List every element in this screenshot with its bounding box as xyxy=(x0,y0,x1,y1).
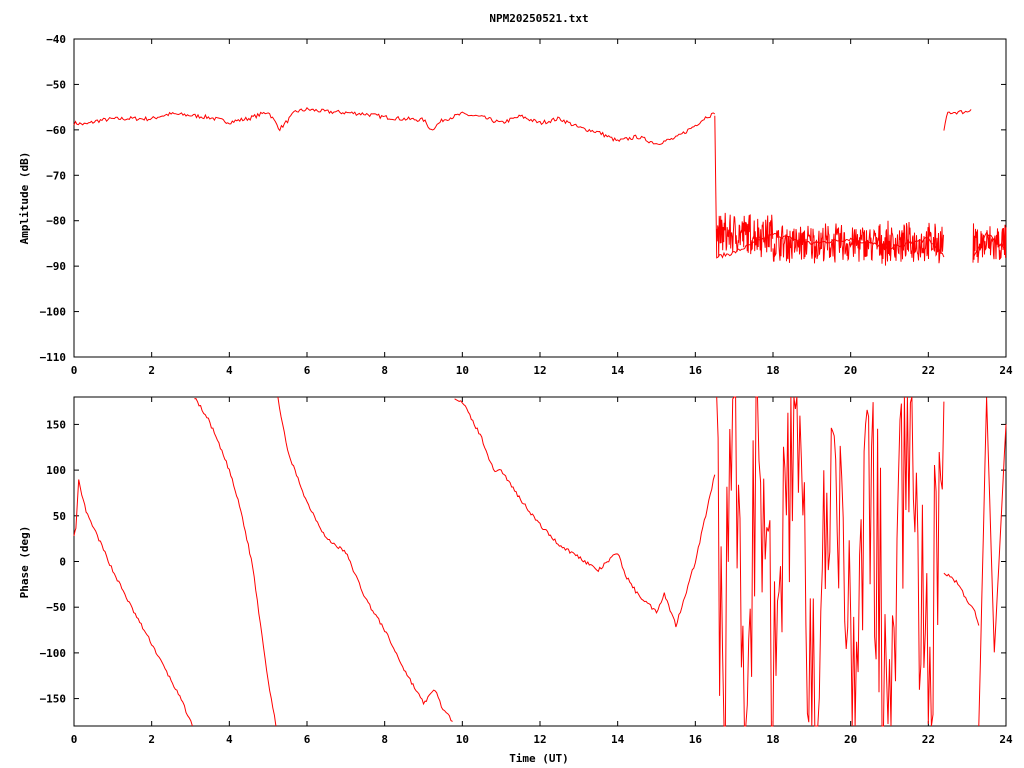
phase-x-tick-label: 2 xyxy=(148,733,155,746)
phase-axis-ticks xyxy=(73,397,1007,726)
amplitude-x-tick-label: 2 xyxy=(148,364,155,377)
phase-x-tick-label: 22 xyxy=(922,733,935,746)
phase-x-tick-label: 16 xyxy=(689,733,703,746)
phase-x-tick-label: 12 xyxy=(533,733,546,746)
amplitude-x-tick-label: 24 xyxy=(999,364,1013,377)
phase-y-tick-label: −50 xyxy=(46,601,66,614)
chart-title: NPM20250521.txt xyxy=(489,12,588,25)
phase-series-line-5 xyxy=(943,572,980,626)
phase-x-tick-label: 24 xyxy=(999,733,1013,746)
amplitude-panel: 0 2 4 6 8 10 12 14 16 18 20 22 24−110−100−90−80−70−6… xyxy=(18,33,1013,377)
amplitude-y-tick-label: −50 xyxy=(46,78,66,91)
amplitude-x-tick-label: 10 xyxy=(456,364,469,377)
amplitude-series-line-2 xyxy=(943,109,972,131)
amplitude-y-tick-label: −40 xyxy=(46,33,66,46)
amplitude-y-tick-label: −90 xyxy=(46,260,66,273)
phase-series-line-1 xyxy=(194,398,277,727)
amplitude-y-tick-label: −70 xyxy=(46,169,66,182)
amplitude-x-tick-label: 14 xyxy=(611,364,625,377)
phase-y-tick-label: −150 xyxy=(40,693,67,706)
phase-y-tick-label: 0 xyxy=(59,556,66,569)
amplitude-tick-labels: 0 2 4 6 8 10 12 14 16 18 20 22 24−110−100−90−80−70−6… xyxy=(40,33,1013,377)
phase-x-tick-label: 8 xyxy=(381,733,388,746)
phase-y-tick-label: 50 xyxy=(53,510,66,523)
amplitude-noise-band-2 xyxy=(972,223,1007,263)
phase-y-tick-label: 100 xyxy=(46,464,66,477)
amplitude-x-tick-label: 8 xyxy=(381,364,388,377)
amplitude-x-tick-label: 16 xyxy=(689,364,703,377)
amplitude-series-line-0 xyxy=(73,107,716,146)
phase-panel: 0 2 4 6 8 10 12 14 16 18 20 22 24−150−100−5005010015… xyxy=(18,396,1013,765)
phase-x-tick-label: 10 xyxy=(456,733,469,746)
amplitude-x-tick-label: 0 xyxy=(71,364,78,377)
amplitude-plot-frame xyxy=(73,38,1007,358)
phase-series-line-4 xyxy=(716,396,945,727)
amplitude-x-tick-label: 12 xyxy=(533,364,546,377)
phase-series-line-2 xyxy=(277,396,453,722)
amplitude-traces xyxy=(73,107,1007,266)
amplitude-x-tick-label: 20 xyxy=(844,364,857,377)
phase-series-line-0 xyxy=(73,479,193,727)
phase-y-tick-label: 150 xyxy=(46,418,66,431)
amplitude-noise-band-1 xyxy=(772,220,944,266)
amplitude-y-tick-label: −60 xyxy=(46,124,66,137)
amplitude-noise-band-0 xyxy=(716,212,774,258)
phase-x-tick-label: 18 xyxy=(766,733,779,746)
phase-x-tick-label: 4 xyxy=(226,733,233,746)
phase-series-line-6 xyxy=(978,397,1007,727)
amplitude-x-tick-label: 4 xyxy=(226,364,233,377)
amplitude-x-tick-label: 18 xyxy=(766,364,779,377)
amplitude-y-tick-label: −80 xyxy=(46,215,66,228)
amplitude-y-tick-label: −100 xyxy=(40,306,67,319)
x-axis-label: Time (UT) xyxy=(509,752,569,765)
phase-series-line-3 xyxy=(454,398,716,628)
phase-x-tick-label: 6 xyxy=(304,733,311,746)
amplitude-x-tick-label: 22 xyxy=(922,364,935,377)
phase-y-tick-label: −100 xyxy=(40,647,67,660)
phase-tick-labels: 0 2 4 6 8 10 12 14 16 18 20 22 24−150−100−5005010015… xyxy=(40,418,1013,746)
phase-traces xyxy=(73,396,1007,727)
phase-x-tick-label: 14 xyxy=(611,733,625,746)
phase-plot-frame xyxy=(73,396,1007,727)
phase-x-tick-label: 20 xyxy=(844,733,857,746)
amplitude-axis-ticks xyxy=(73,38,1007,358)
amplitude-x-tick-label: 6 xyxy=(304,364,311,377)
phase-y-axis-label: Phase (deg) xyxy=(18,526,31,599)
amplitude-y-tick-label: −110 xyxy=(40,351,67,364)
phase-x-tick-label: 0 xyxy=(71,733,78,746)
amplitude-y-axis-label: Amplitude (dB) xyxy=(18,152,31,245)
